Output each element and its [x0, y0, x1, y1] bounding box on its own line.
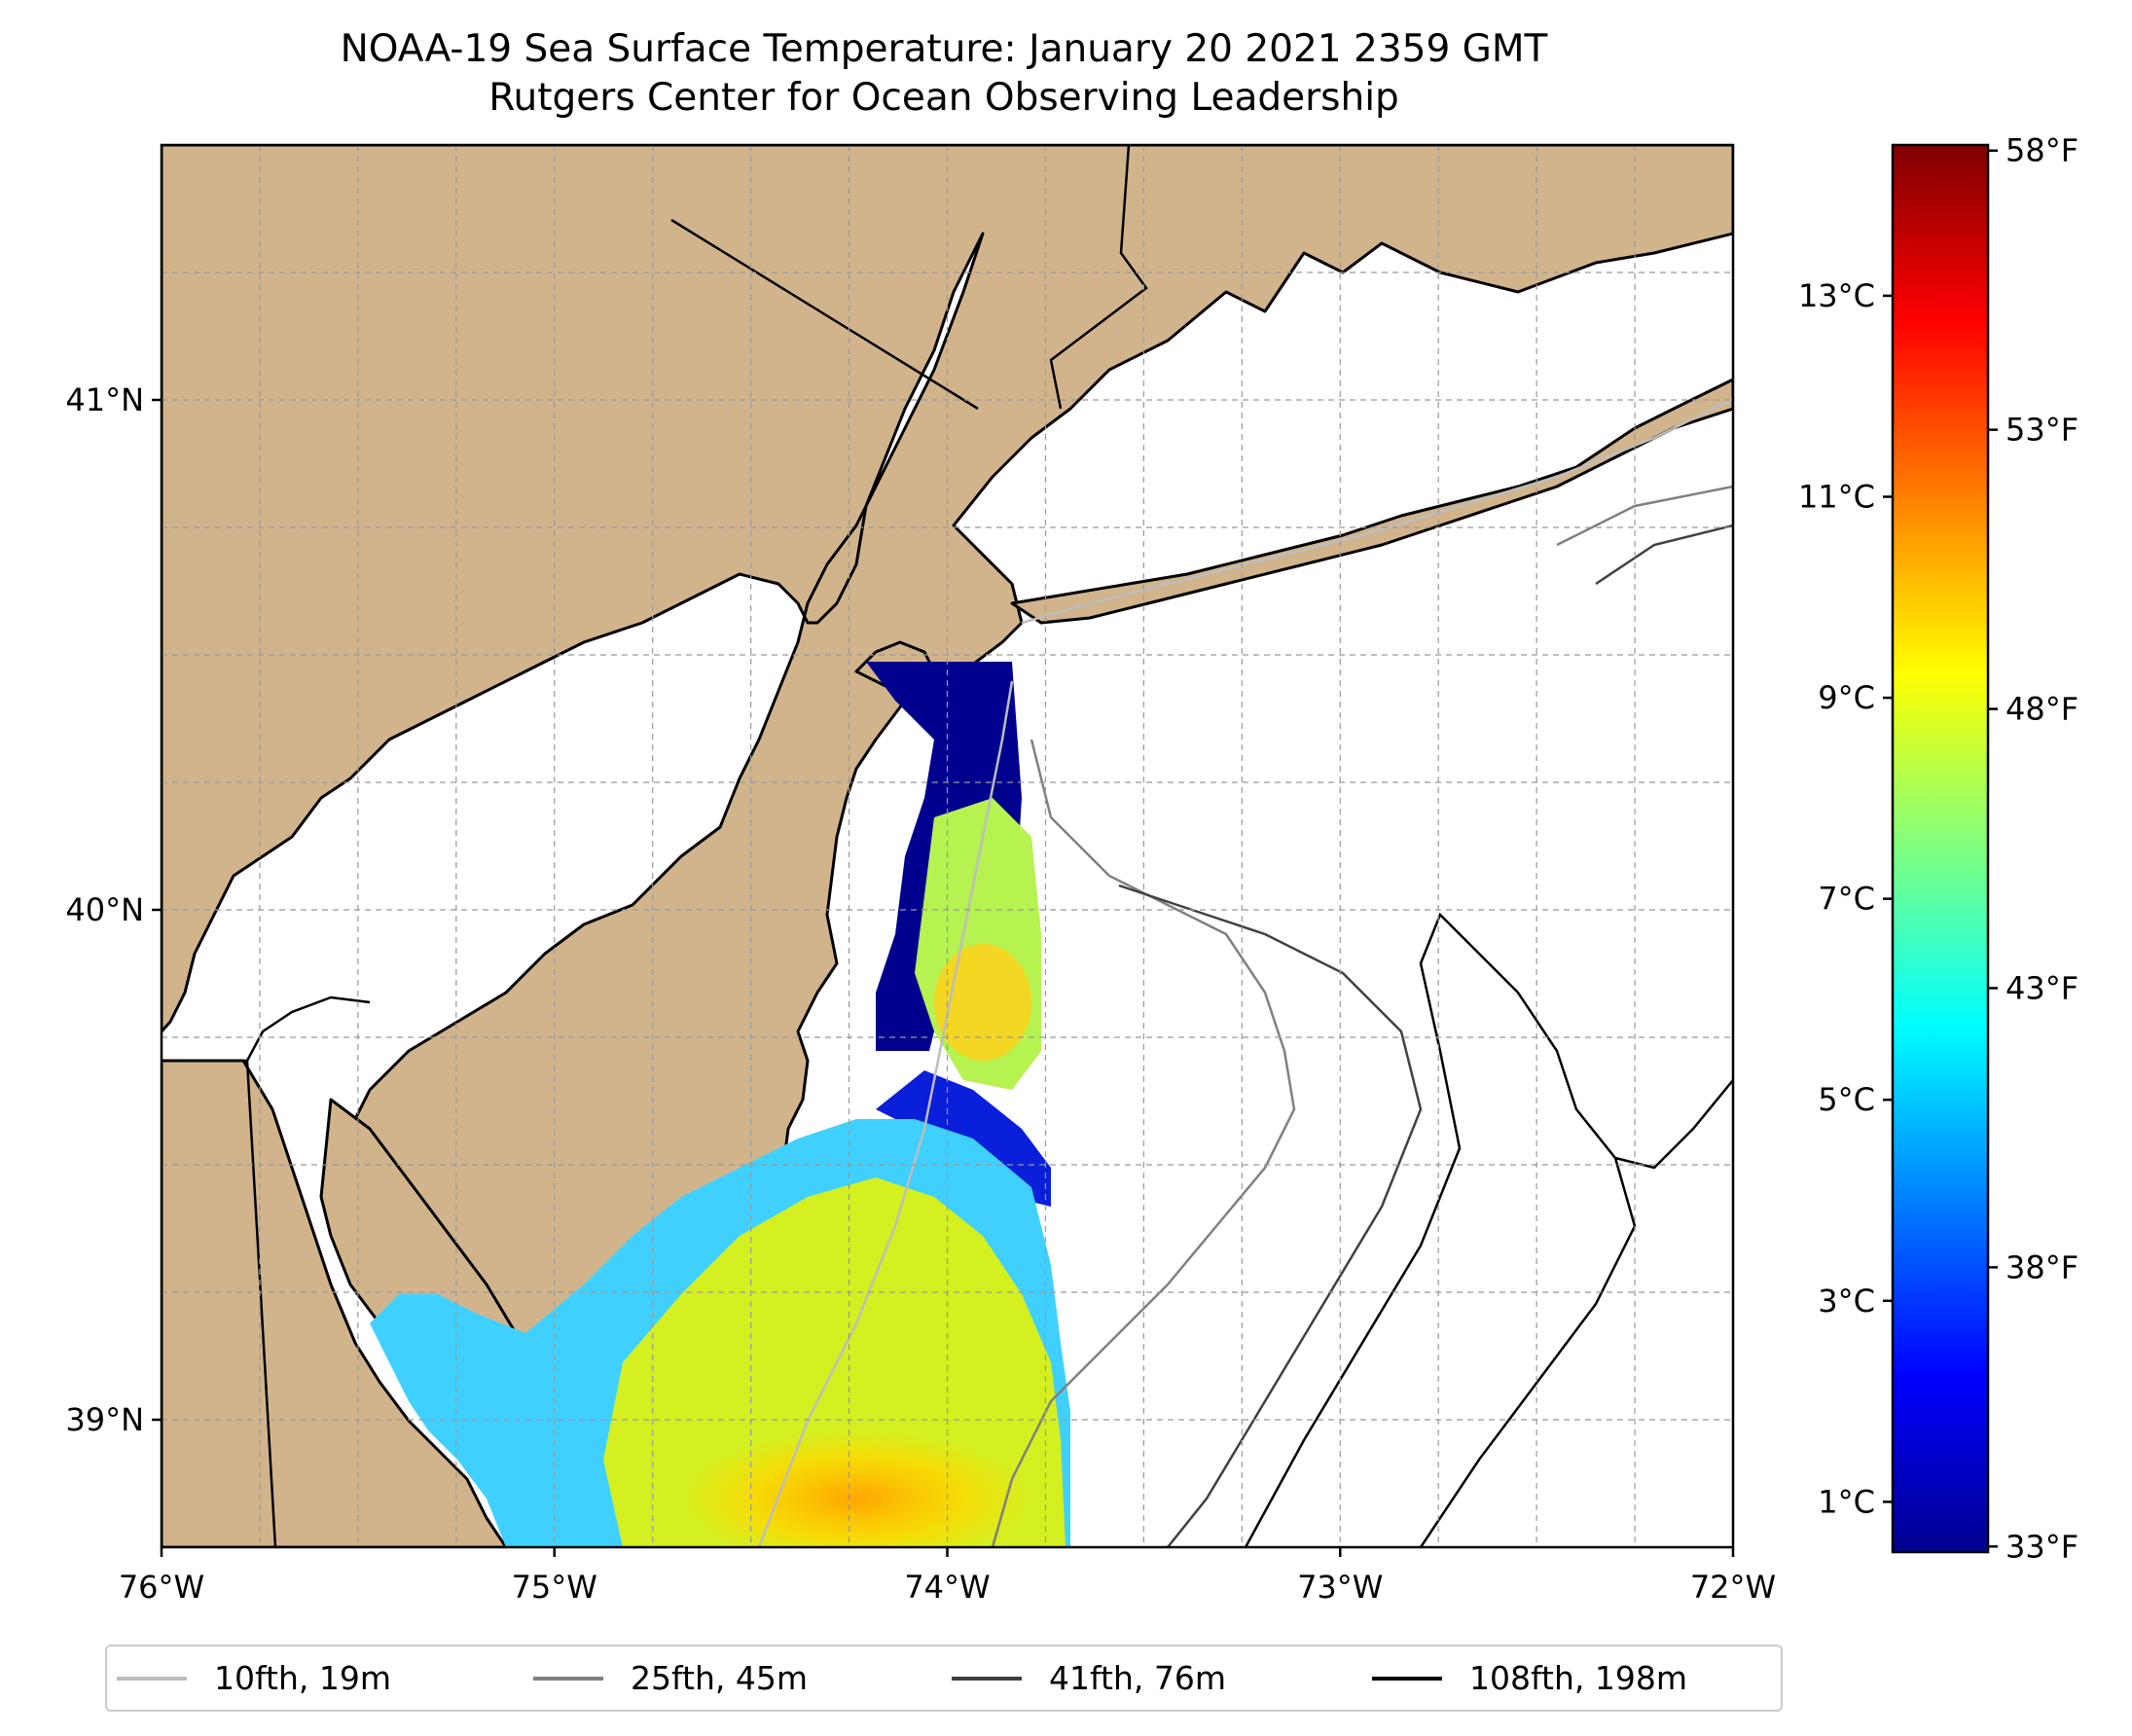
colorbar-celsius-label: 11°C — [1798, 479, 1875, 516]
delaware-peninsula — [162, 1059, 508, 1547]
long-island — [1010, 378, 1733, 625]
colorbar-fahrenheit-label: 58°F — [2006, 132, 2078, 169]
legend-label-41fth: 41fth, 76m — [1049, 1659, 1226, 1697]
title-line-2: Rutgers Center for Ocean Observing Leade… — [488, 76, 1399, 120]
chart-title: NOAA-19 Sea Surface Temperature: January… — [0, 25, 1888, 123]
colorbar-fahrenheit-axis: 33°F 38°F 43°F 48°F 53°F 58°F — [1988, 132, 2078, 1565]
x-tick-label: 72°W — [1690, 1569, 1776, 1606]
contour-41fth — [1118, 524, 1733, 1547]
colorbar-fahrenheit-label: 33°F — [2006, 1528, 2078, 1565]
y-tick-label: 41°N — [65, 381, 144, 418]
colorbar-fahrenheit-label: 43°F — [2006, 969, 2078, 1006]
state-borders — [162, 145, 1148, 1547]
colorbar-fahrenheit-label: 38°F — [2006, 1248, 2078, 1285]
legend-swatch-41fth — [952, 1676, 1022, 1681]
legend-label-108fth: 108fth, 198m — [1469, 1659, 1687, 1697]
x-tick-label: 73°W — [1297, 1569, 1383, 1606]
colorbar-celsius-label: 7°C — [1818, 881, 1875, 918]
colorbar-fahrenheit-label: 53°F — [2006, 412, 2078, 449]
legend-item-10fth: 10fth, 19m — [117, 1646, 391, 1710]
bathymetry-legend: 10fth, 19m 25fth, 45m 41fth, 76m 108fth,… — [105, 1645, 1783, 1712]
x-tick-label: 76°W — [119, 1569, 204, 1606]
y-tick-label: 39°N — [65, 1401, 144, 1438]
map-gridlines — [162, 145, 1733, 1547]
colorbar-celsius-label: 3°C — [1818, 1283, 1875, 1320]
x-tick-label: 75°W — [512, 1569, 597, 1606]
contour-25fth — [991, 485, 1733, 1547]
colorbar-celsius-label: 13°C — [1798, 277, 1875, 314]
colorbar-celsius-label: 1°C — [1818, 1483, 1875, 1520]
latitude-axis: 39°N 40°N 41°N — [65, 381, 162, 1438]
longitude-axis: 76°W 75°W 74°W 73°W 72°W — [119, 1547, 1776, 1606]
colorbar-celsius-axis: 1°C 3°C 5°C 7°C 9°C 11°C 13°C — [1798, 277, 1893, 1520]
pa-de-arc — [245, 995, 371, 1062]
legend-item-41fth: 41fth, 76m — [952, 1646, 1226, 1710]
x-tick-label: 74°W — [904, 1569, 990, 1606]
ny-pa-border — [1049, 145, 1148, 410]
legend-label-10fth: 10fth, 19m — [214, 1659, 391, 1697]
legend-item-108fth: 108fth, 198m — [1372, 1646, 1687, 1710]
ny-nj-border — [670, 218, 979, 411]
legend-swatch-25fth — [533, 1676, 603, 1681]
legend-swatch-10fth — [117, 1676, 187, 1681]
y-tick-label: 40°N — [65, 891, 144, 928]
sst-warm-core — [681, 1430, 1031, 1547]
title-line-1: NOAA-19 Sea Surface Temperature: January… — [340, 27, 1548, 71]
colorbar — [1893, 145, 1988, 1552]
colorbar-celsius-label: 5°C — [1818, 1081, 1875, 1118]
contour-10fth — [757, 397, 1733, 1547]
bathymetry-contours — [757, 397, 1733, 1547]
legend-swatch-108fth — [1372, 1676, 1442, 1681]
colorbar-fahrenheit-label: 48°F — [2006, 691, 2078, 728]
colorbar-celsius-label: 9°C — [1818, 679, 1875, 716]
colorbar-frame — [1891, 143, 1990, 1554]
legend-label-25fth: 25fth, 45m — [631, 1659, 808, 1697]
sst-warm-core-north — [934, 944, 1031, 1061]
legend-item-25fth: 25fth, 45m — [533, 1646, 808, 1710]
